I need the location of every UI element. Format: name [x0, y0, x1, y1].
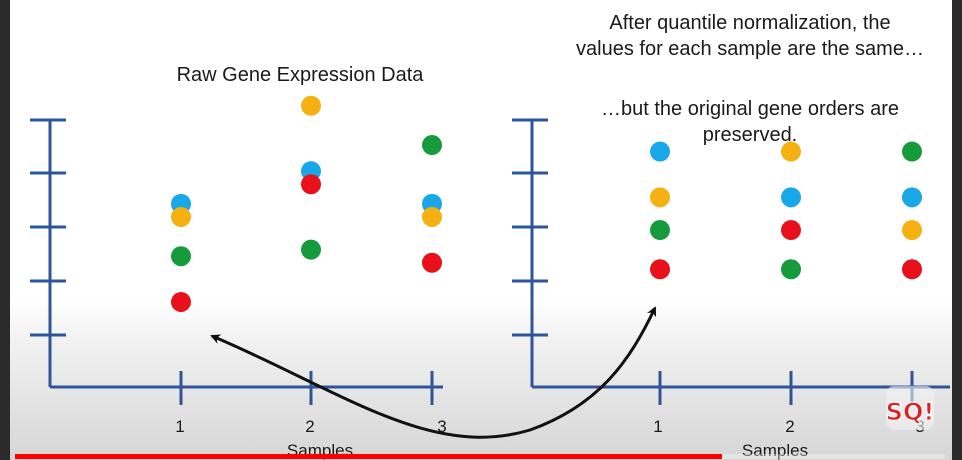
slide-graphics: [30, 95, 950, 439]
right-point-blue-3: [902, 187, 922, 208]
right-point-orange-1: [650, 187, 670, 208]
left-point-red-2: [301, 174, 321, 195]
mapping-arrow: [210, 306, 657, 439]
right-point-red-1: [650, 259, 670, 280]
right-x-axis-title: Samples: [741, 441, 809, 460]
channel-logo: SQ!: [885, 386, 935, 430]
left-tick-label-1: 1: [175, 417, 185, 436]
right-tick-label-2: 2: [785, 417, 795, 436]
right-point-orange-3: [902, 220, 922, 241]
slide: Raw Gene Expression Data After quantile …: [10, 0, 952, 460]
right-point-red-2: [781, 220, 801, 241]
right-point-green-1: [650, 220, 670, 241]
right-point-red-3: [902, 259, 922, 280]
left-point-green-2: [301, 239, 321, 260]
left-point-green-1: [171, 246, 191, 267]
right-point-blue-1: [650, 141, 670, 162]
left-point-orange-1: [171, 206, 191, 227]
left-point-red-1: [171, 291, 191, 312]
left-chart-title: Raw Gene Expression Data: [176, 64, 424, 86]
left-point-orange-3: [422, 206, 442, 227]
left-tick-label-2: 2: [305, 417, 315, 436]
left-point-orange-2: [301, 95, 321, 116]
right-point-green-3: [902, 141, 922, 162]
right-point-orange-2: [781, 141, 801, 162]
right-caption-line-4: preserved.: [702, 124, 798, 146]
right-caption-top: After quantile normalization, the values…: [550, 10, 950, 62]
right-caption-bottom: …but the original gene orders are preser…: [550, 96, 950, 148]
right-point-blue-2: [781, 187, 801, 208]
right-caption-line-2: values for each sample are the same…: [576, 38, 924, 60]
right-caption-line-1: After quantile normalization, the: [609, 12, 891, 34]
right-point-green-2: [781, 259, 801, 280]
left-tick-label-3: 3: [437, 417, 447, 436]
left-point-red-3: [422, 252, 442, 273]
left-point-green-3: [422, 135, 442, 156]
video-progress-fill: [15, 454, 722, 459]
right-caption-line-3: …but the original gene orders are: [601, 98, 899, 120]
video-progress-bar[interactable]: [15, 454, 945, 459]
right-tick-label-1: 1: [653, 417, 663, 436]
channel-logo-text: SQ!: [886, 398, 935, 426]
